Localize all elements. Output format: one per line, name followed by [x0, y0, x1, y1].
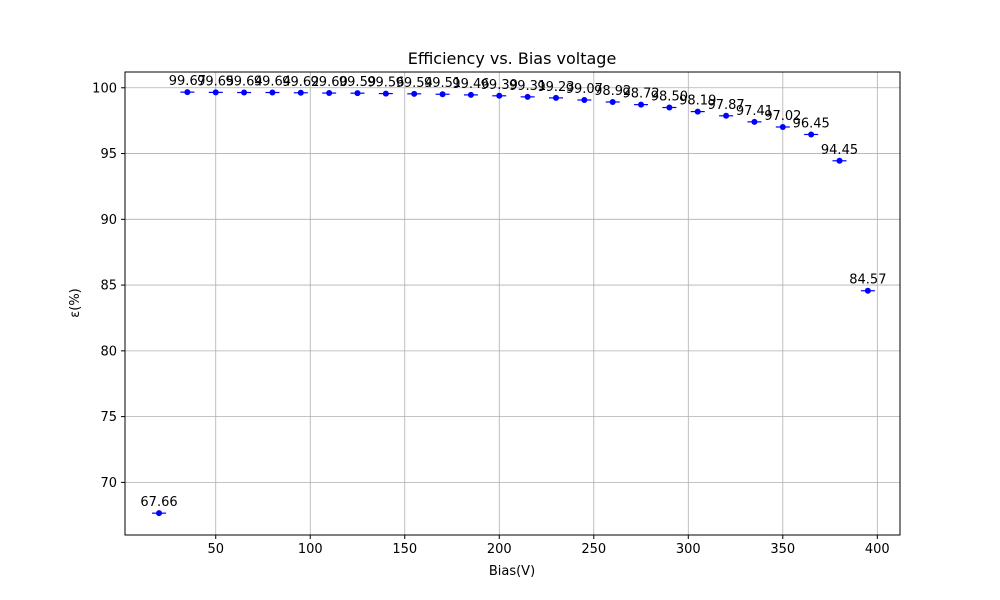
x-tick-label: 100: [298, 542, 323, 557]
data-label: 97.41: [736, 104, 773, 119]
chart-title: Efficiency vs. Bias voltage: [408, 49, 617, 68]
data-point: [864, 287, 871, 294]
data-point: [638, 101, 645, 108]
data-label: 98.72: [622, 87, 659, 102]
data-label: 99.67: [169, 74, 206, 89]
y-tick-label: 85: [100, 279, 117, 294]
data-label: 84.57: [849, 273, 886, 288]
data-label: 67.66: [140, 495, 177, 510]
data-point: [269, 89, 276, 96]
x-axis-label: Bias(V): [489, 564, 535, 579]
data-label: 99.31: [509, 79, 546, 94]
data-point: [354, 90, 361, 97]
data-point: [156, 510, 163, 517]
data-point: [779, 123, 786, 130]
data-point: [382, 90, 389, 97]
data-label: 99.59: [339, 75, 376, 90]
data-label: 99.23: [537, 80, 574, 95]
data-label: 99.39: [481, 78, 518, 93]
data-label: 99.56: [367, 76, 404, 91]
data-label: 97.87: [707, 98, 744, 113]
data-point: [439, 91, 446, 98]
x-tick-label: 50: [207, 542, 224, 557]
data-point: [241, 89, 248, 96]
x-tick-label: 250: [581, 542, 606, 557]
data-label: 99.64: [225, 75, 262, 90]
data-label: 98.92: [594, 84, 631, 99]
y-tick-label: 80: [100, 344, 117, 359]
data-label: 99.64: [254, 75, 291, 90]
data-point: [411, 90, 418, 97]
x-tick-label: 400: [865, 542, 890, 557]
data-label: 99.07: [566, 82, 603, 97]
data-point: [212, 89, 219, 96]
data-points: 67.6699.6799.6599.6499.6499.6299.6099.59…: [140, 74, 886, 517]
data-point: [694, 108, 701, 115]
data-label: 99.60: [311, 75, 348, 90]
data-point: [326, 90, 333, 97]
data-label: 98.19: [679, 94, 716, 109]
data-point: [723, 112, 730, 119]
x-tick-label: 350: [770, 542, 795, 557]
data-point: [297, 89, 304, 96]
data-label: 97.02: [764, 109, 801, 124]
data-label: 99.51: [424, 76, 461, 91]
y-tick-label: 95: [100, 147, 117, 162]
data-point: [496, 92, 503, 99]
data-label: 99.54: [396, 76, 433, 91]
data-label: 94.45: [821, 143, 858, 158]
x-tick-label: 150: [392, 542, 417, 557]
data-point: [808, 131, 815, 138]
data-point: [751, 118, 758, 125]
data-point: [552, 94, 559, 101]
axis-ticks: 50 100 150 200 250 300 350 400 70 75 80 85 90 95 100: [92, 81, 890, 557]
y-tick-label: 90: [100, 213, 117, 228]
data-point: [609, 98, 616, 105]
data-point: [666, 104, 673, 111]
data-label: 99.65: [197, 74, 234, 89]
data-point: [467, 91, 474, 98]
data-label: 99.46: [452, 77, 489, 92]
y-tick-label: 75: [100, 410, 117, 425]
data-point: [524, 93, 531, 100]
x-tick-label: 300: [676, 542, 701, 557]
plot-area-frame: [124, 71, 901, 536]
data-point: [581, 97, 588, 104]
y-tick-label: 70: [100, 476, 117, 491]
y-axis-label: ε(%): [68, 288, 83, 318]
data-point: [836, 157, 843, 164]
x-tick-label: 200: [487, 542, 512, 557]
grid: [125, 72, 900, 535]
data-label: 98.50: [651, 90, 688, 105]
y-tick-label: 100: [92, 81, 117, 96]
data-label: 99.62: [282, 75, 319, 90]
data-point: [184, 89, 191, 96]
data-label: 96.45: [793, 116, 830, 131]
